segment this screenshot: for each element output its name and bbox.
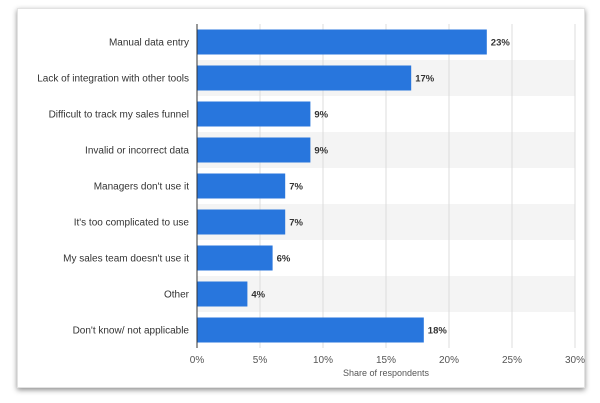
bar bbox=[197, 101, 311, 127]
value-label: 18% bbox=[428, 326, 448, 337]
x-tick-label: 20% bbox=[439, 355, 459, 366]
bar bbox=[197, 29, 487, 55]
value-label: 9% bbox=[314, 146, 328, 157]
value-label: 23% bbox=[491, 38, 511, 49]
x-tick-label: 5% bbox=[253, 355, 268, 366]
bar bbox=[197, 137, 311, 163]
x-tick-label: 30% bbox=[565, 355, 585, 366]
x-tick-labels: 0% 5% 10% 15% 20% 25% 30% bbox=[190, 355, 585, 366]
category-label: Difficult to track my sales funnel bbox=[49, 110, 189, 121]
category-labels: Manual data entry Lack of integration wit… bbox=[37, 38, 189, 337]
category-label: Invalid or incorrect data bbox=[85, 146, 189, 157]
value-labels: 23% 17% 9% 9% 7% 7% 6% 4% 18% bbox=[251, 38, 510, 337]
category-label: Don't know/ not applicable bbox=[73, 326, 190, 337]
bars bbox=[197, 29, 487, 343]
value-label: 4% bbox=[251, 290, 265, 301]
category-label: Lack of integration with other tools bbox=[37, 74, 189, 85]
x-tick-label: 25% bbox=[502, 355, 522, 366]
value-label: 17% bbox=[415, 74, 435, 85]
x-tick-label: 10% bbox=[313, 355, 333, 366]
value-label: 7% bbox=[289, 182, 303, 193]
x-tick-label: 15% bbox=[376, 355, 396, 366]
bar bbox=[197, 209, 286, 235]
category-label: It's too complicated to use bbox=[74, 218, 190, 229]
category-label: Manual data entry bbox=[109, 38, 189, 49]
bar bbox=[197, 173, 286, 199]
value-label: 6% bbox=[277, 254, 291, 265]
x-axis-title: Share of respondents bbox=[343, 368, 430, 378]
bar bbox=[197, 281, 248, 307]
bar bbox=[197, 245, 273, 271]
x-tick-label: 0% bbox=[190, 355, 205, 366]
bar bbox=[197, 317, 424, 343]
category-label: Other bbox=[164, 290, 190, 301]
category-label: Managers don't use it bbox=[94, 182, 190, 193]
category-label: My sales team doesn't use it bbox=[63, 254, 189, 265]
bar bbox=[197, 65, 412, 91]
value-label: 9% bbox=[314, 110, 328, 121]
value-label: 7% bbox=[289, 218, 303, 229]
